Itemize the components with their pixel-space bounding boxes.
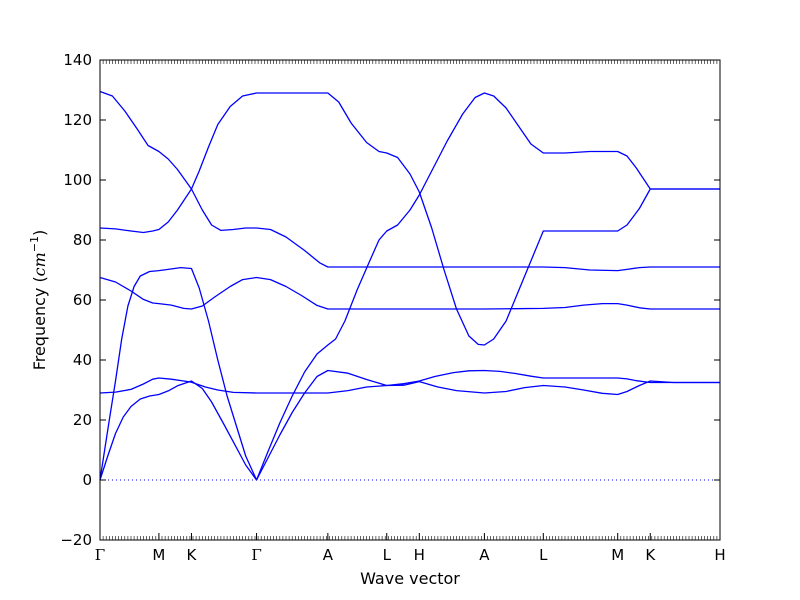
y-tick-label: 120 — [63, 111, 92, 129]
y-tick-label: 100 — [63, 171, 92, 189]
y-tick-label: −20 — [60, 531, 92, 549]
x-tick-label: Γ — [95, 546, 105, 564]
plot-frame — [99, 59, 721, 541]
phonon-branch-5 — [99, 92, 720, 346]
x-tick-label: H — [414, 546, 425, 564]
y-axis-unit-base: cm — [30, 252, 49, 276]
y-tick-label: 40 — [73, 351, 92, 369]
y-axis-unit-exponent: −1 — [28, 236, 41, 252]
x-axis-label: Wave vector — [360, 569, 460, 588]
x-tick-label: K — [645, 546, 656, 564]
y-tick-label: 60 — [73, 291, 92, 309]
x-tick-label: A — [323, 546, 334, 564]
y-tick-label: 20 — [73, 411, 92, 429]
phonon-branch-3 — [99, 377, 720, 396]
phonon-branch-6 — [99, 90, 720, 272]
x-tick-label: M — [152, 546, 165, 564]
x-tick-label: K — [187, 546, 198, 564]
y-axis-label-main: Frequency ( — [30, 276, 49, 370]
y-axis-label: Frequency (cm−1) — [28, 230, 49, 371]
phonon-branch-1 — [99, 369, 720, 481]
x-tick-label: Γ — [251, 546, 261, 564]
x-tick-label: L — [383, 546, 392, 564]
y-tick-label: 140 — [63, 51, 92, 69]
tick-layer: −20 0 20 40 60 80 100 120 140 Γ M K Γ A L H A L M K H — [60, 51, 725, 564]
phonon-branch-2 — [99, 92, 720, 481]
y-axis-label-close: ) — [30, 230, 49, 236]
series-layer — [99, 90, 720, 481]
x-tick-label: A — [479, 546, 490, 564]
x-tick-label: M — [611, 546, 624, 564]
x-tick-label: H — [714, 546, 725, 564]
y-tick-label: 80 — [73, 231, 92, 249]
phonon-branch-4 — [99, 276, 720, 310]
x-tick-label: L — [539, 546, 548, 564]
y-tick-label: 0 — [82, 471, 92, 489]
